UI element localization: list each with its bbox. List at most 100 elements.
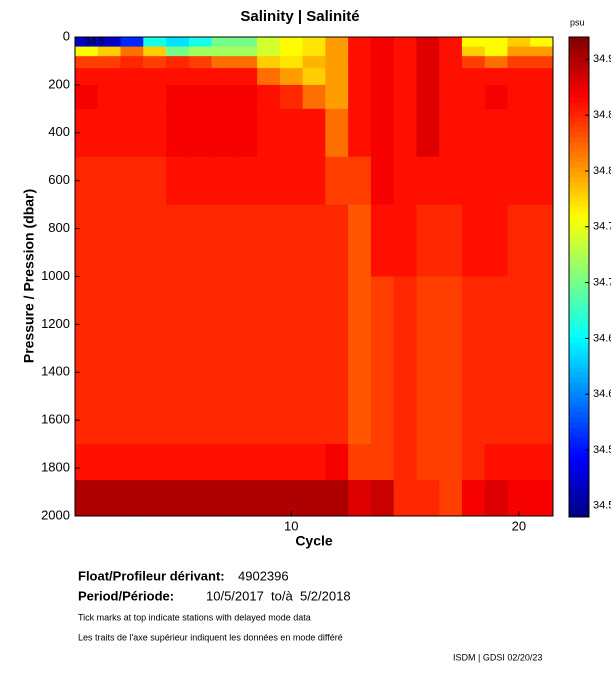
colorbar-segment bbox=[569, 117, 589, 123]
heatmap-cell bbox=[507, 37, 531, 48]
heatmap-cell bbox=[211, 108, 235, 158]
colorbar-segment bbox=[569, 127, 589, 133]
colorbar-segment bbox=[569, 132, 589, 138]
heatmap-cell bbox=[370, 84, 395, 110]
heatmap-cell bbox=[370, 480, 395, 517]
heatmap-cell bbox=[234, 276, 258, 373]
heatmap-cell bbox=[234, 46, 258, 57]
heatmap-cell bbox=[416, 108, 440, 158]
heatmap-cell bbox=[325, 46, 349, 57]
heatmap-cell bbox=[166, 37, 190, 48]
heatmap-cell bbox=[75, 372, 99, 445]
heatmap-cell bbox=[279, 276, 304, 373]
heatmap-cell bbox=[530, 372, 554, 445]
heatmap-cell bbox=[75, 84, 99, 110]
heatmap-cell bbox=[166, 276, 190, 373]
heatmap-cell bbox=[393, 444, 417, 481]
heatmap-cell bbox=[370, 204, 395, 277]
heatmap-cell bbox=[370, 56, 395, 69]
heatmap-cell bbox=[257, 204, 281, 277]
note: Tick marks at top indicate stations with… bbox=[78, 612, 311, 622]
colorbar-segment bbox=[569, 512, 589, 518]
y-tick-label: 600 bbox=[48, 172, 70, 187]
colorbar-segment bbox=[569, 257, 589, 263]
heatmap-cell bbox=[188, 372, 213, 445]
heatmap-cell bbox=[370, 37, 395, 48]
colorbar-segment bbox=[569, 327, 589, 333]
heatmap-cell bbox=[143, 480, 167, 517]
heatmap-cell bbox=[97, 56, 122, 69]
heatmap-cell bbox=[188, 204, 213, 277]
colorbar-segment bbox=[569, 272, 589, 278]
heatmap-cell bbox=[507, 156, 531, 206]
colorbar-segment bbox=[569, 362, 589, 368]
colorbar-tick-label: 34.9 bbox=[593, 53, 611, 65]
colorbar-segment bbox=[569, 367, 589, 373]
heatmap-cell bbox=[484, 37, 508, 48]
colorbar-segment bbox=[569, 482, 589, 488]
heatmap-cell bbox=[530, 56, 554, 69]
colorbar-segment bbox=[569, 182, 589, 188]
heatmap-cell bbox=[484, 480, 508, 517]
heatmap-cell bbox=[348, 46, 372, 57]
colorbar-segment bbox=[569, 507, 589, 513]
colorbar-segment bbox=[569, 337, 589, 343]
heatmap-cell bbox=[302, 56, 326, 69]
heatmap-cell bbox=[439, 46, 463, 57]
heatmap-cell bbox=[188, 68, 213, 86]
colorbar-segment bbox=[569, 102, 589, 108]
heatmap-cell bbox=[393, 156, 417, 206]
colorbar-segment bbox=[569, 137, 589, 143]
heatmap-cell bbox=[120, 37, 144, 48]
colorbar-segment bbox=[569, 497, 589, 503]
heatmap-cell bbox=[530, 84, 554, 110]
colorbar-segment bbox=[569, 82, 589, 88]
heatmap-cell bbox=[188, 46, 213, 57]
y-tick-label: 1800 bbox=[41, 460, 70, 475]
heatmap-cell bbox=[279, 444, 304, 481]
heatmap-cell bbox=[484, 444, 508, 481]
heatmap-cell bbox=[188, 56, 213, 69]
y-axis-label: Pressure / Pression (dbar) bbox=[21, 189, 37, 363]
footer: ISDM | GDSI 02/20/23 bbox=[453, 652, 542, 662]
heatmap-cell bbox=[302, 84, 326, 110]
heatmap-cell bbox=[484, 156, 508, 206]
colorbar-segment bbox=[569, 67, 589, 73]
colorbar-segment bbox=[569, 462, 589, 468]
heatmap-cell bbox=[461, 46, 486, 57]
heatmap-cell bbox=[393, 480, 417, 517]
heatmap-cell bbox=[325, 68, 349, 86]
heatmap-cell bbox=[348, 480, 372, 517]
heatmap-cell bbox=[507, 372, 531, 445]
heatmap-cell bbox=[439, 84, 463, 110]
float-id: 4902396 bbox=[238, 568, 289, 583]
colorbar-tick-label: 34.6 bbox=[593, 332, 611, 344]
colorbar-segment bbox=[569, 322, 589, 328]
heatmap-cell bbox=[530, 444, 554, 481]
heatmap-cell bbox=[325, 480, 349, 517]
heatmap-cell bbox=[75, 37, 99, 48]
colorbar-segment bbox=[569, 42, 589, 48]
colorbar-segment bbox=[569, 452, 589, 458]
heatmap-cell bbox=[461, 84, 486, 110]
colorbar-segment bbox=[569, 422, 589, 428]
heatmap-cell bbox=[279, 480, 304, 517]
y-tick-label: 1600 bbox=[41, 412, 70, 427]
heatmap-cell bbox=[302, 156, 326, 206]
heatmap-cell bbox=[120, 204, 144, 277]
heatmap-cell bbox=[257, 108, 281, 158]
heatmap-cell bbox=[188, 276, 213, 373]
colorbar-segment bbox=[569, 267, 589, 273]
colorbar-segment bbox=[569, 187, 589, 193]
heatmap-cell bbox=[97, 276, 122, 373]
heatmap-cell bbox=[416, 156, 440, 206]
colorbar-segment bbox=[569, 397, 589, 403]
heatmap-cell bbox=[143, 84, 167, 110]
colorbar-segment bbox=[569, 177, 589, 183]
colorbar-segment bbox=[569, 412, 589, 418]
heatmap-cell bbox=[234, 480, 258, 517]
heatmap-cell bbox=[302, 444, 326, 481]
heatmap-cell bbox=[507, 480, 531, 517]
period-label: Period/Période: bbox=[78, 588, 174, 603]
colorbar-segment bbox=[569, 97, 589, 103]
